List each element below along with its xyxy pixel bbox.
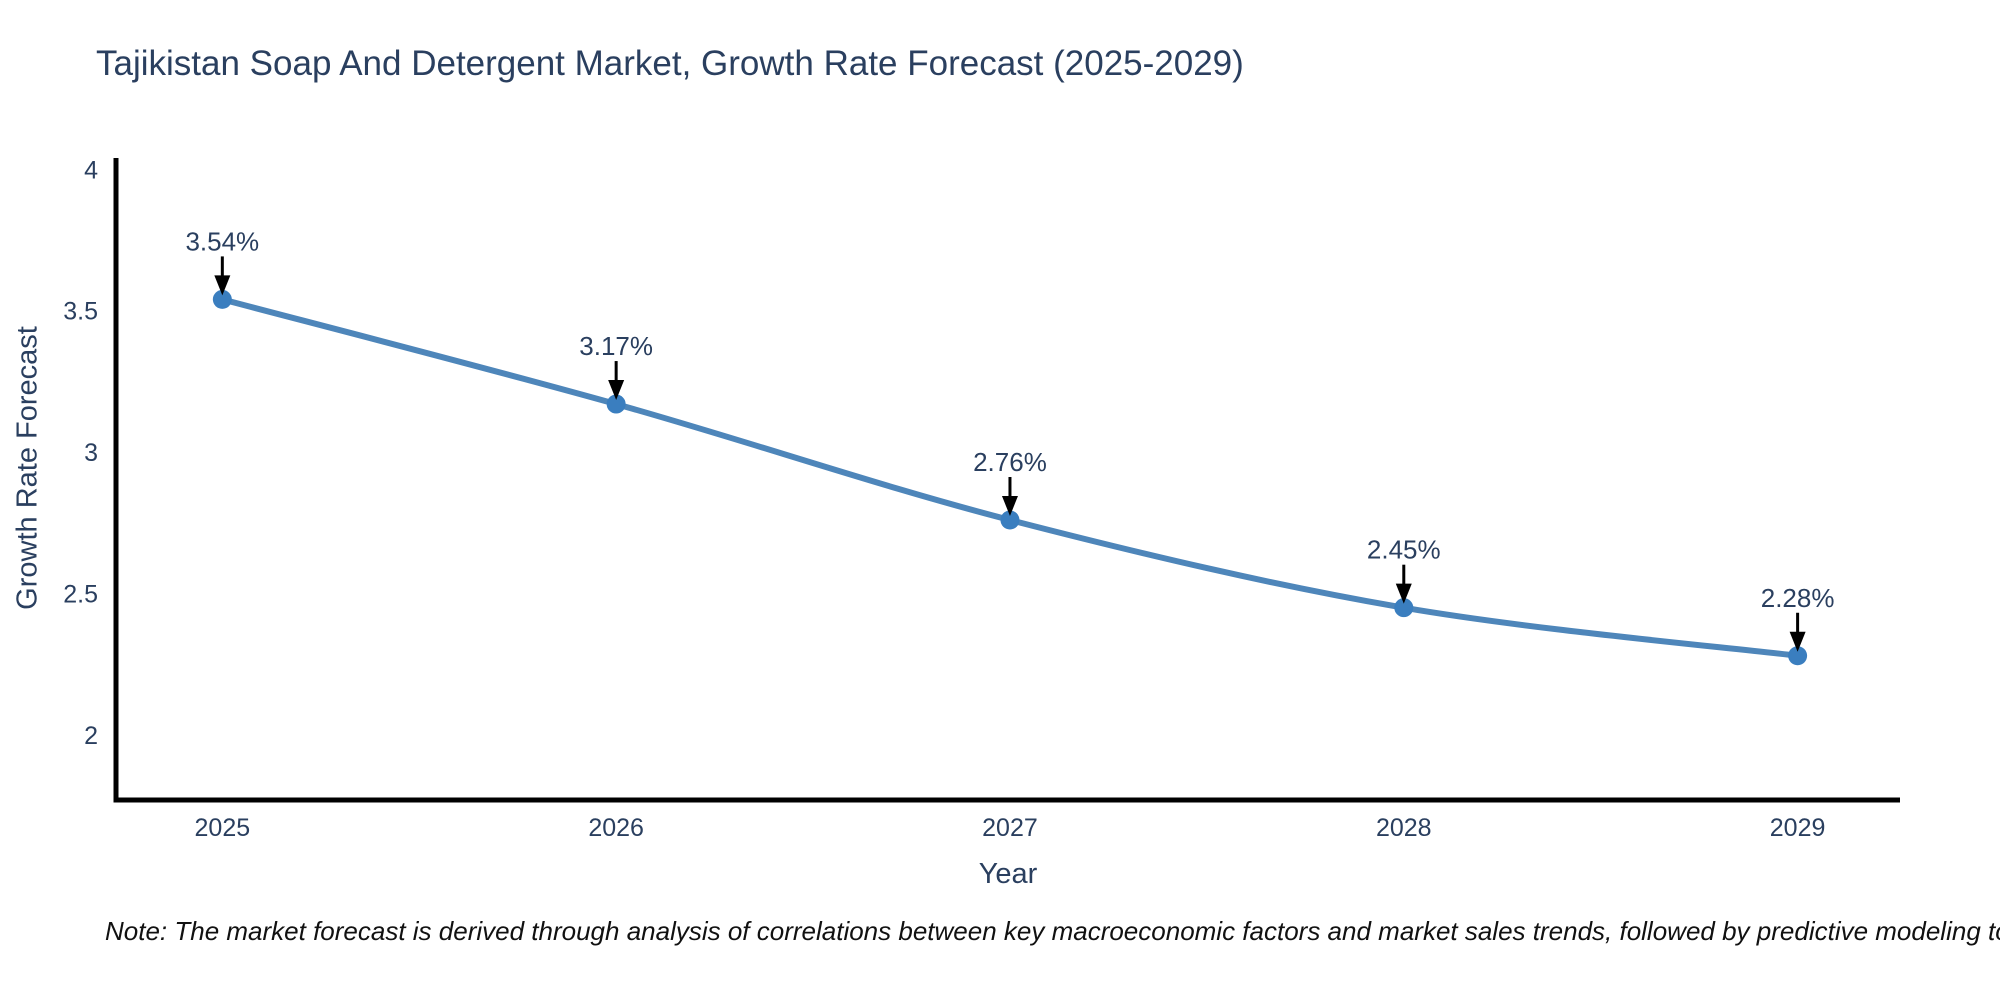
data-point-2025[interactable] [212, 289, 232, 309]
annotation-2025: 3.54% [185, 226, 259, 296]
x-tick-label: 2026 [588, 814, 644, 842]
x-axis-title: Year [978, 858, 1038, 890]
annotation-label: 2.76% [973, 447, 1047, 477]
footnote: Note: The market forecast is derived thr… [105, 916, 2000, 946]
y-tick-label: 3 [84, 439, 98, 467]
annotation-arrowhead-icon [1395, 583, 1412, 604]
x-tick-label: 2029 [1770, 814, 1826, 842]
annotation-arrowhead-icon [608, 380, 625, 401]
x-tick-label: 2028 [1376, 814, 1432, 842]
annotation-2027: 2.76% [973, 447, 1047, 517]
y-tick-label: 2 [84, 722, 98, 750]
x-tick-label: 2025 [195, 814, 251, 842]
annotation-2029: 2.28% [1761, 583, 1835, 652]
data-point-2027[interactable] [1000, 510, 1020, 530]
annotation-label: 3.17% [579, 331, 653, 361]
annotation-label: 2.28% [1761, 583, 1835, 613]
data-point-2028[interactable] [1394, 598, 1414, 618]
annotation-label: 2.45% [1367, 535, 1441, 565]
annotation-arrowhead-icon [1789, 631, 1806, 652]
y-tick-label: 2.5 [63, 581, 98, 609]
annotation-2026: 3.17% [579, 331, 653, 401]
chart-title: Tajikistan Soap And Detergent Market, Gr… [96, 44, 1244, 83]
data-point-2029[interactable] [1788, 646, 1808, 666]
data-point-2026[interactable] [606, 394, 626, 414]
annotation-arrowhead-icon [214, 275, 231, 296]
annotation-arrowhead-icon [1001, 496, 1018, 517]
y-tick-label: 4 [84, 156, 98, 184]
x-tick-label: 2027 [982, 814, 1038, 842]
annotation-2028: 2.45% [1367, 535, 1441, 604]
y-tick-label: 3.5 [63, 298, 98, 326]
annotation-label: 3.54% [185, 226, 259, 256]
